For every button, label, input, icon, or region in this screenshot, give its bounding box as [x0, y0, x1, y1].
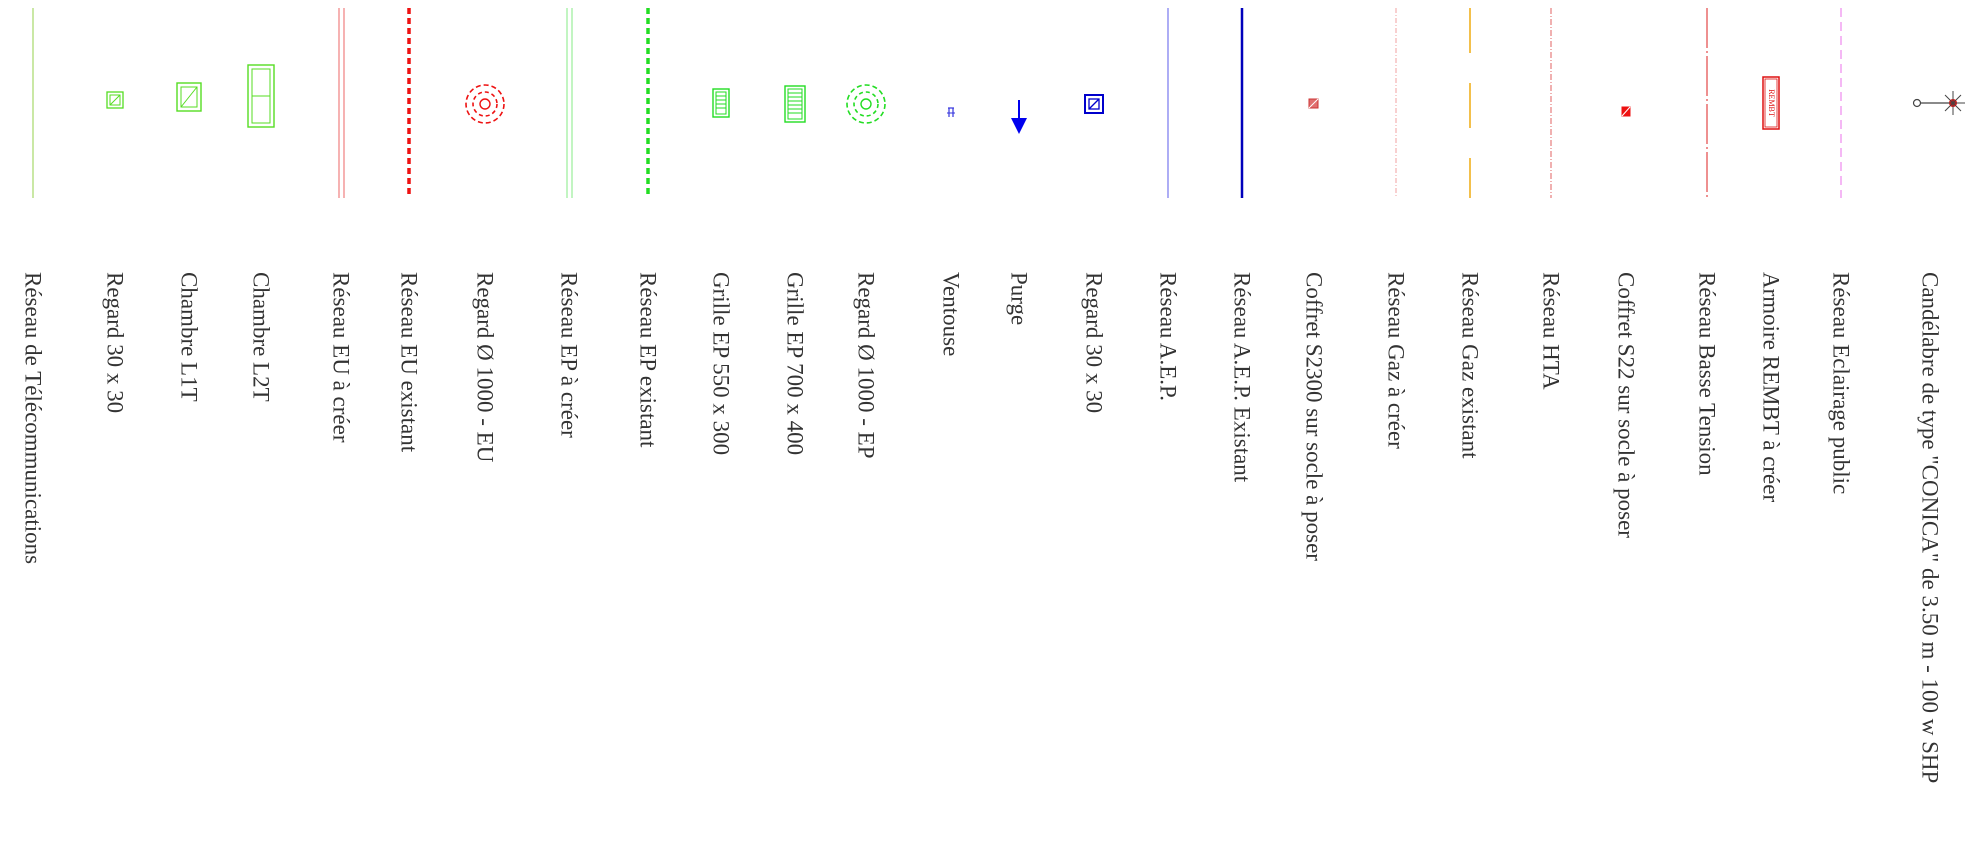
streetlight-icon [1912, 91, 1965, 115]
legend-label-aep-existing: Réseau A.E.P. Existant [1229, 272, 1255, 483]
line-gas-new-icon [1395, 8, 1397, 198]
legend-label-gas-new: Réseau Gaz à créer [1383, 272, 1409, 449]
legend-item-coffret-s22: Coffret S22 sur socle à poser [1596, 0, 1656, 861]
legend-label-regard-ep: Regard Ø 1000 - EP [853, 272, 879, 459]
legend-item-gas-existing: Réseau Gaz existant [1440, 0, 1500, 861]
legend-item-low-voltage: Réseau Basse Tension [1677, 0, 1737, 861]
legend-label-aep: Réseau A.E.P. [1155, 272, 1181, 402]
legend-item-regard-eu: Regard Ø 1000 - EU [455, 0, 515, 861]
legend-label-regard-eu: Regard Ø 1000 - EU [472, 272, 498, 463]
legend-label-streetlight: Candélabre de type "CONICA" de 3.50 m - … [1917, 272, 1943, 784]
grate-550-icon [712, 88, 730, 118]
line-gas-existing-icon [1469, 8, 1471, 198]
manhole-small-green-icon [106, 91, 124, 109]
legend-label-chambre-l1t: Chambre L1T [176, 272, 202, 402]
grate-700-icon [784, 85, 806, 123]
legend-label-coffret-s2300: Coffret S2300 sur socle à poser [1301, 272, 1327, 561]
legend-item-aep: Réseau A.E.P. [1138, 0, 1198, 861]
legend-item-gas-new: Réseau Gaz à créer [1366, 0, 1426, 861]
legend-label-grille-550: Grille EP 550 x 300 [708, 272, 734, 456]
line-ep-existing-icon [646, 8, 650, 198]
legend-label-ep-new: Réseau EP à créer [556, 272, 582, 438]
line-eu-existing-icon [407, 8, 411, 198]
legend-label-armoire-rembt: Armoire REMBT à créer [1758, 272, 1784, 503]
cabinet-rembt-text: REMBT [1767, 89, 1776, 117]
legend-item-chambre-l1t: Chambre L1T [159, 0, 219, 861]
legend-item-regard-ep: Regard Ø 1000 - EP [836, 0, 896, 861]
chamber-l2t-icon [247, 64, 275, 128]
legend-item-chambre-l2t: Chambre L2T [231, 0, 291, 861]
legend-label-gas-existing: Réseau Gaz existant [1457, 272, 1483, 459]
legend-item-streetlight: Candélabre de type "CONICA" de 3.50 m - … [1890, 0, 1965, 861]
box-s2300-icon [1308, 98, 1319, 109]
legend-item-purge: Purge [989, 0, 1049, 861]
legend-item-ep-new: Réseau EP à créer [539, 0, 599, 861]
chamber-l1t-icon [176, 82, 202, 112]
legend-item-grille-700: Grille EP 700 x 400 [765, 0, 825, 861]
box-s22-icon [1621, 106, 1631, 117]
legend-label-grille-700: Grille EP 700 x 400 [782, 272, 808, 456]
legend-item-aep-existing: Réseau A.E.P. Existant [1212, 0, 1272, 861]
legend-label-eu-existing: Réseau EU existant [396, 272, 422, 453]
legend-label-telecom: Réseau de Télécommunications [20, 272, 46, 565]
line-lighting-icon [1840, 8, 1842, 198]
legend-item-armoire-rembt: REMBT Armoire REMBT à créer [1741, 0, 1801, 861]
manhole-eu-icon [465, 84, 505, 124]
legend-label-lighting: Réseau Eclairage public [1828, 272, 1854, 495]
line-aep-existing-icon [1240, 8, 1244, 198]
line-ep-new-icon [566, 8, 573, 198]
legend-label-ventouse: Ventouse [938, 272, 964, 357]
legend-item-eu-existing: Réseau EU existant [379, 0, 439, 861]
air-valve-icon [947, 107, 955, 117]
purge-arrow-icon [1011, 100, 1027, 134]
legend-label-purge: Purge [1006, 272, 1032, 326]
legend-item-regard-green: Regard 30 x 30 [85, 0, 145, 861]
legend-item-regard-blue: Regard 30 x 30 [1064, 0, 1124, 861]
cabinet-rembt-icon: REMBT [1762, 76, 1780, 130]
legend-item-lighting: Réseau Eclairage public [1811, 0, 1871, 861]
legend-item-coffret-s2300: Coffret S2300 sur socle à poser [1284, 0, 1344, 861]
manhole-small-blue-icon [1084, 94, 1104, 114]
legend-label-hta: Réseau HTA [1538, 272, 1564, 390]
line-telecom-icon [32, 8, 34, 198]
legend-label-chambre-l2t: Chambre L2T [248, 272, 274, 402]
line-low-voltage-icon [1706, 8, 1708, 198]
legend-item-telecom: Réseau de Télécommunications [3, 0, 63, 861]
legend-label-ep-existing: Réseau EP existant [635, 272, 661, 448]
legend-item-hta: Réseau HTA [1521, 0, 1581, 861]
legend-label-low-voltage: Réseau Basse Tension [1694, 272, 1720, 476]
line-aep-icon [1167, 8, 1169, 198]
legend-item-grille-550: Grille EP 550 x 300 [691, 0, 751, 861]
legend-item-ventouse: Ventouse [921, 0, 981, 861]
legend-label-coffret-s22: Coffret S22 sur socle à poser [1613, 272, 1639, 538]
legend-label-regard-blue: Regard 30 x 30 [1081, 272, 1107, 414]
legend-label-regard-green: Regard 30 x 30 [102, 272, 128, 414]
line-hta-icon [1550, 8, 1552, 198]
line-eu-new-icon [338, 8, 345, 198]
manhole-ep-icon [846, 84, 886, 124]
legend-item-ep-existing: Réseau EP existant [618, 0, 678, 861]
legend-item-eu-new: Réseau EU à créer [311, 0, 371, 861]
legend-label-eu-new: Réseau EU à créer [328, 272, 354, 443]
